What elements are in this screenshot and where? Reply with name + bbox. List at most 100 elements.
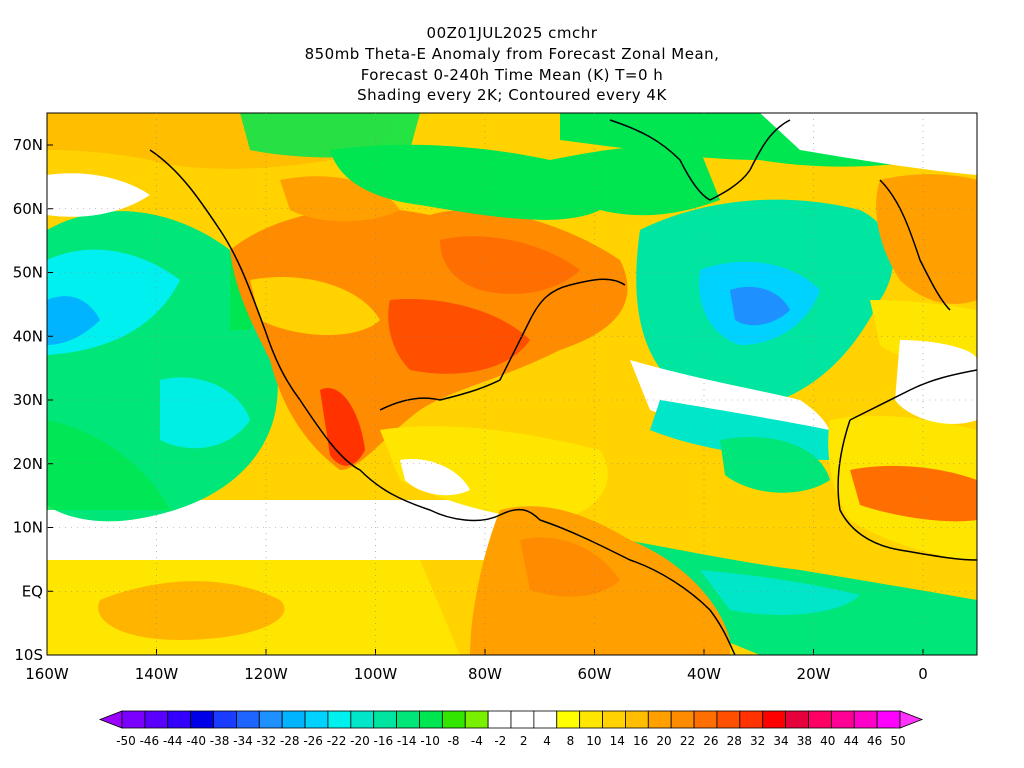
colorbar-swatch: [602, 710, 626, 729]
colorbar-label: -32: [257, 734, 277, 748]
colorbar-label: 44: [844, 734, 859, 748]
lon-tick-label: 120W: [244, 665, 288, 683]
colorbar-label: -50: [116, 734, 136, 748]
title-line-1: 00Z01JUL2025 cmchr: [426, 24, 598, 42]
colorbar-swatch: [327, 710, 352, 729]
shading-atlantic-green-blob: [720, 436, 830, 493]
shading-eq-atlantic-cyan: [700, 570, 860, 615]
colorbar-swatch: [853, 710, 878, 729]
shading-mexico: [320, 388, 365, 466]
colorbar-label: 32: [750, 734, 765, 748]
colorbar-swatch: [281, 710, 306, 729]
colorbar-swatch: [373, 710, 397, 729]
colorbar-low-arrow: [98, 710, 123, 729]
colorbar-swatch: [510, 710, 535, 729]
colorbar-high-arrow: [899, 710, 924, 729]
colorbar-label: 40: [820, 734, 835, 748]
colorbar-swatch: [304, 710, 329, 729]
colorbar-label: -46: [140, 734, 160, 748]
lat-tick-label: 10S: [14, 646, 43, 664]
colorbar-label: 10: [586, 734, 601, 748]
shading-pacific-green-2: [47, 420, 170, 510]
coastline-africa-west: [837, 419, 977, 561]
colorbar-swatch: [693, 710, 718, 729]
lon-tick-label: 60W: [578, 665, 612, 683]
colorbar-label: -2: [494, 734, 506, 748]
lon-tick-label: 80W: [468, 665, 502, 683]
title-line-3: Forecast 0-240h Time Mean (K) T=0 h: [360, 66, 664, 84]
colorbar-label: 34: [773, 734, 788, 748]
lat-tick-label: 70N: [13, 136, 43, 154]
shading-north-atlantic-white: [760, 113, 977, 175]
colorbar-label: -40: [186, 734, 206, 748]
shading-greenland-green: [330, 144, 720, 220]
colorbar-swatch: [167, 710, 192, 729]
colorbar-swatch: [625, 710, 649, 729]
colorbar-label: 22: [680, 734, 695, 748]
colorbar-label: 26: [703, 734, 718, 748]
shading-western-us: [250, 276, 380, 335]
lon-tick-label: 20W: [797, 665, 831, 683]
lat-tick-label: 60N: [13, 200, 43, 218]
shading-canada: [440, 236, 580, 294]
longitude-axis: 160W 140W 120W 100W 80W 60W 40W 20W 0: [25, 113, 928, 683]
colorbar: -50 -46 -44 -40 -38 -34 -32 -28 -26 -22 -20 -16 -14-…: [98, 710, 924, 748]
colorbar-swatch: [876, 710, 901, 729]
colorbar-label: 50: [890, 734, 905, 748]
colorbar-swatch: [808, 710, 832, 729]
title-line-4: Shading every 2K; Contoured every 4K: [357, 86, 667, 104]
colorbar-label: -26: [303, 734, 323, 748]
title-line-2: 850mb Theta-E Anomaly from Forecast Zona…: [304, 45, 720, 63]
shading-caribbean: [380, 426, 608, 520]
colorbar-label: 14: [610, 734, 625, 748]
coastline-americas-west: [149, 149, 736, 655]
colorbar-swatch: [762, 710, 786, 729]
colorbar-swatch: [213, 710, 237, 729]
plot-frame: [46, 112, 978, 656]
colorbar-swatch: [647, 710, 672, 729]
colorbar-swatch: [487, 710, 512, 729]
colorbar-label: -14: [397, 734, 417, 748]
shading-sahel: [850, 465, 977, 522]
lon-tick-label: 100W: [354, 665, 398, 683]
coastline-africa-north: [849, 369, 977, 421]
shading-pacific-cyan-2: [160, 377, 250, 449]
colorbar-label: -8: [448, 734, 460, 748]
coastline-greenland: [609, 119, 791, 201]
colorbar-label: 16: [633, 734, 648, 748]
colorbar-swatch: [144, 710, 169, 729]
colorbar-swatch: [533, 710, 558, 729]
lon-tick-label: 0: [918, 665, 928, 683]
colorbar-label: -20: [350, 734, 370, 748]
colorbar-label: -34: [233, 734, 253, 748]
shading-alaska-white: [47, 173, 150, 217]
colorbar-swatch: [739, 710, 764, 729]
colorbar-label: -16: [374, 734, 394, 748]
lon-tick-label: 40W: [687, 665, 721, 683]
shading-south-pacific-orange: [98, 581, 285, 640]
lat-tick-label: EQ: [22, 582, 43, 600]
colorbar-swatch: [830, 710, 855, 729]
colorbar-label: 8: [567, 734, 575, 748]
colorbar-label: -22: [327, 734, 347, 748]
shading-caribbean-white: [400, 459, 470, 496]
lat-tick-label: 40N: [13, 327, 43, 345]
colorbar-label: 2: [520, 734, 528, 748]
latitude-axis: 70N 60N 50N 40N 30N 20N 10N EQ 10S: [13, 136, 977, 664]
colorbar-swatch: [190, 710, 214, 729]
colorbar-label: -4: [471, 734, 483, 748]
colorbar-label: 28: [727, 734, 742, 748]
colorbar-swatch: [121, 710, 146, 729]
lat-tick-label: 50N: [13, 264, 43, 282]
colorbar-label: 4: [543, 734, 551, 748]
lat-tick-label: 30N: [13, 391, 43, 409]
map-plot-area: [47, 113, 977, 655]
colorbar-swatch: [350, 710, 375, 729]
lat-tick-label: 20N: [13, 455, 43, 473]
shading-sahara-white: [895, 340, 977, 424]
colorbar-swatch: [464, 710, 489, 729]
colorbar-label: -28: [280, 734, 300, 748]
colorbar-label: 38: [797, 734, 812, 748]
shading-central-us: [388, 299, 530, 374]
